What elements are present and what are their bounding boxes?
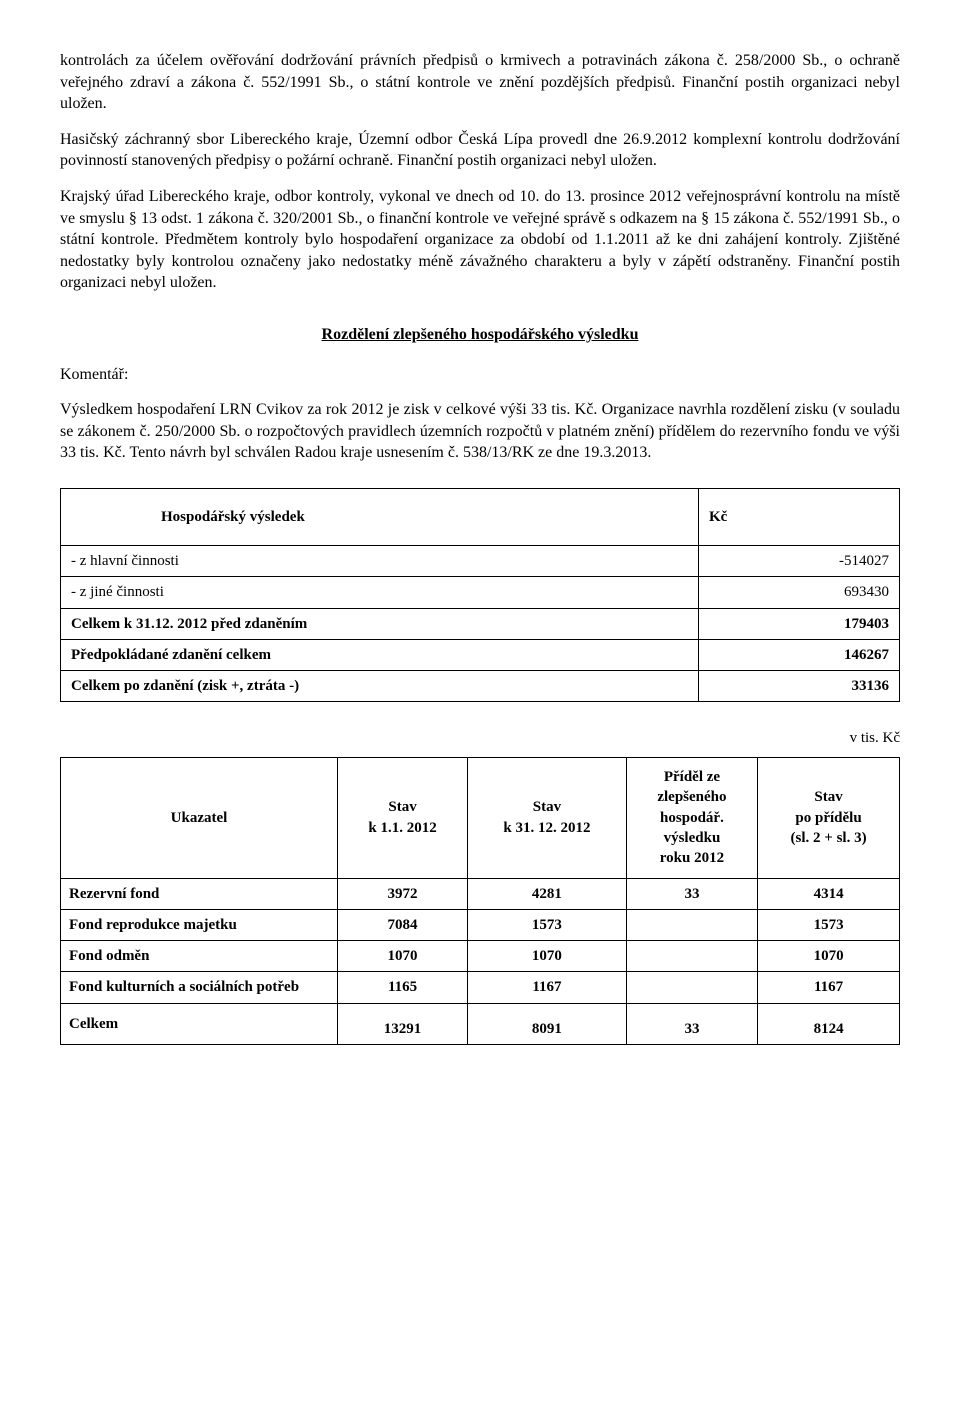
hv-row-value: 33136 xyxy=(699,671,900,702)
fund-cell xyxy=(626,941,757,972)
fund-cell: 33 xyxy=(626,878,757,909)
fund-cell xyxy=(626,909,757,940)
hv-row-value: 179403 xyxy=(699,608,900,639)
fund-cell: 8091 xyxy=(468,1003,627,1044)
fund-cell: 7084 xyxy=(338,909,468,940)
table-row: - z jiné činnosti 693430 xyxy=(61,577,900,608)
hv-row-label: - z hlavní činnosti xyxy=(61,546,699,577)
table-row: Fond odměn 1070 1070 1070 xyxy=(61,941,900,972)
hv-row-value: -514027 xyxy=(699,546,900,577)
paragraph-2: Hasičský záchranný sbor Libereckého kraj… xyxy=(60,129,900,172)
fund-cell: 1573 xyxy=(758,909,900,940)
table-row: Celkem k 31.12. 2012 před zdaněním 17940… xyxy=(61,608,900,639)
hv-row-value: 146267 xyxy=(699,639,900,670)
fund-header-c4: Příděl zezlepšenéhohospodář.výsledkuroku… xyxy=(626,757,757,878)
fund-cell: 1070 xyxy=(468,941,627,972)
hv-header-col1: Hospodářský výsledek xyxy=(61,488,699,545)
hv-row-label: Celkem po zdanění (zisk +, ztráta -) xyxy=(61,671,699,702)
fund-cell: 1573 xyxy=(468,909,627,940)
section-title: Rozdělení zlepšeného hospodářského výsle… xyxy=(60,324,900,346)
fund-header-c1: Ukazatel xyxy=(61,757,338,878)
table-row: Rezervní fond 3972 4281 33 4314 xyxy=(61,878,900,909)
paragraph-1: kontrolách za účelem ověřování dodržován… xyxy=(60,50,900,115)
table-row: Fond reprodukce majetku 7084 1573 1573 xyxy=(61,909,900,940)
fund-row-label: Rezervní fond xyxy=(61,878,338,909)
table-row: Celkem 13291 8091 33 8124 xyxy=(61,1003,900,1044)
fund-cell: 4281 xyxy=(468,878,627,909)
fund-header-c2: Stavk 1.1. 2012 xyxy=(338,757,468,878)
fund-table-header-row: Ukazatel Stavk 1.1. 2012 Stavk 31. 12. 2… xyxy=(61,757,900,878)
table-row: - z hlavní činnosti -514027 xyxy=(61,546,900,577)
fund-cell: 4314 xyxy=(758,878,900,909)
fund-header-c3: Stavk 31. 12. 2012 xyxy=(468,757,627,878)
hv-table-header-row: Hospodářský výsledek Kč xyxy=(61,488,900,545)
fund-cell: 1165 xyxy=(338,972,468,1003)
hv-row-label: Celkem k 31.12. 2012 před zdaněním xyxy=(61,608,699,639)
fund-cell: 33 xyxy=(626,1003,757,1044)
fund-cell: 3972 xyxy=(338,878,468,909)
fund-cell: 1070 xyxy=(338,941,468,972)
paragraph-3: Krajský úřad Libereckého kraje, odbor ko… xyxy=(60,186,900,294)
hv-table: Hospodářský výsledek Kč - z hlavní činno… xyxy=(60,488,900,703)
fund-row-label: Celkem xyxy=(61,1003,338,1044)
table-row: Fond kulturních a sociálních potřeb 1165… xyxy=(61,972,900,1003)
fund-row-label: Fond odměn xyxy=(61,941,338,972)
unit-label: v tis. Kč xyxy=(60,728,900,748)
fund-cell: 8124 xyxy=(758,1003,900,1044)
fund-row-label: Fond kulturních a sociálních potřeb xyxy=(61,972,338,1003)
table-row: Celkem po zdanění (zisk +, ztráta -) 331… xyxy=(61,671,900,702)
table-row: Předpokládané zdanění celkem 146267 xyxy=(61,639,900,670)
hv-header-col2: Kč xyxy=(699,488,900,545)
komentar-text: Výsledkem hospodaření LRN Cvikov za rok … xyxy=(60,399,900,464)
fund-cell: 1167 xyxy=(468,972,627,1003)
fund-cell: 1070 xyxy=(758,941,900,972)
fund-cell: 1167 xyxy=(758,972,900,1003)
fund-header-c5: Stavpo přídělu(sl. 2 + sl. 3) xyxy=(758,757,900,878)
hv-row-label: Předpokládané zdanění celkem xyxy=(61,639,699,670)
fund-row-label: Fond reprodukce majetku xyxy=(61,909,338,940)
hv-row-value: 693430 xyxy=(699,577,900,608)
komentar-label: Komentář: xyxy=(60,364,900,386)
fund-table: Ukazatel Stavk 1.1. 2012 Stavk 31. 12. 2… xyxy=(60,757,900,1045)
fund-cell xyxy=(626,972,757,1003)
hv-row-label: - z jiné činnosti xyxy=(61,577,699,608)
fund-cell: 13291 xyxy=(338,1003,468,1044)
